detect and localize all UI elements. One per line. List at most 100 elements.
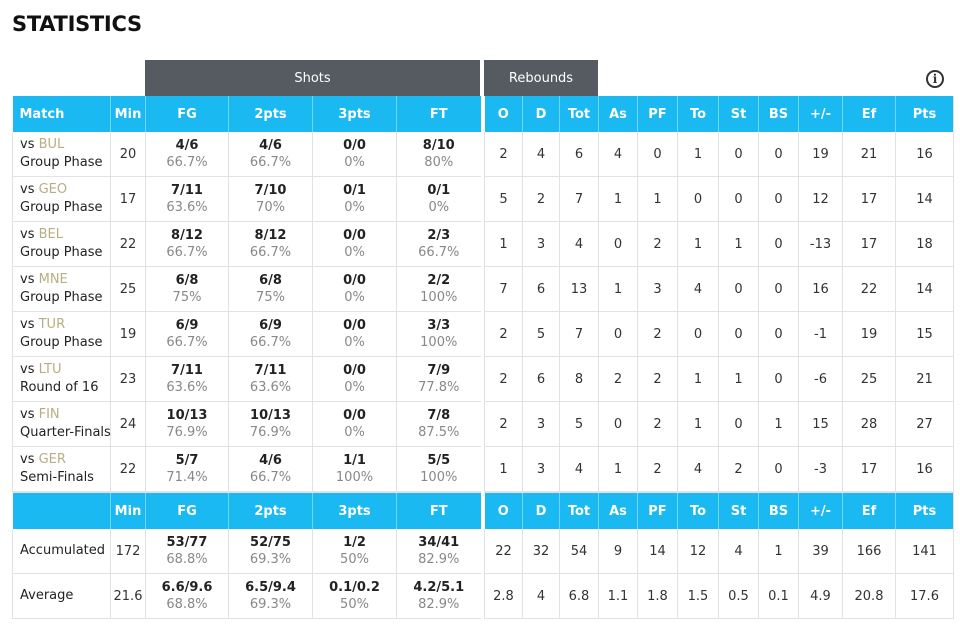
right-col-header: St [718, 492, 759, 529]
two-pts-made: 8/12 [254, 228, 287, 243]
two-pts-pct: 63.6% [249, 380, 292, 395]
opponent-link[interactable]: BUL [38, 137, 65, 152]
rebounds-group-header: Rebounds [484, 60, 598, 96]
stat-cell: 4 [598, 132, 638, 177]
opponent-link[interactable]: FIN [38, 407, 60, 422]
stat-cell: 0 [718, 266, 759, 312]
stat-cell: 4 [559, 446, 599, 493]
ft-made: 34/41 [418, 535, 460, 550]
summary_left-col-header: 2pts [228, 492, 313, 529]
minutes-cell: 20 [110, 132, 146, 177]
two-pts-pct: 75% [256, 290, 285, 305]
table-row: 2 4 6 4 0 1 0 0 19 21 16 [484, 132, 954, 177]
stat-cell: 141 [895, 529, 954, 574]
stat-cell: 1 [598, 446, 638, 493]
stat-cell: 0 [718, 176, 759, 222]
two-pts-cell: 4/6 66.7% [228, 446, 313, 493]
stat-cell: 6 [522, 266, 560, 312]
summary-row: 2.8 4 6.8 1.1 1.8 1.5 0.5 0.1 4.9 20.8 17.6 [484, 573, 954, 619]
ft-made: 8/10 [422, 138, 455, 153]
opponent-link[interactable]: LTU [38, 362, 62, 377]
stat-cell: 17 [842, 221, 896, 267]
left-col-header: Min [110, 96, 146, 132]
opponent-link[interactable]: MNE [38, 272, 68, 287]
opponent-link[interactable]: GEO [38, 182, 68, 197]
three-pts-made: 0/0 [343, 273, 366, 288]
two-pts-cell: 6.5/9.4 69.3% [228, 573, 313, 619]
stat-cell: 7 [559, 311, 599, 357]
stat-cell: 0 [718, 132, 759, 177]
table-row: 2 6 8 2 2 1 1 0 -6 25 21 [484, 356, 954, 402]
right-col-header: O [484, 96, 523, 132]
stat-cell: 22 [484, 529, 523, 574]
stat-cell: 0 [718, 401, 759, 447]
stat-cell: -6 [798, 356, 843, 402]
table-row: 2 5 7 0 2 0 0 0 -1 19 15 [484, 311, 954, 357]
match-cell: vs FIN Quarter-Finals [12, 401, 111, 447]
stat-cell: 9 [598, 529, 638, 574]
vs-label: vs [20, 452, 39, 467]
fg-cell: 5/7 71.4% [145, 446, 229, 493]
ft-made: 5/5 [427, 453, 451, 468]
three-pts-made: 0/0 [343, 408, 366, 423]
two-pts-pct: 66.7% [249, 470, 292, 485]
opponent-link[interactable]: GER [38, 452, 66, 467]
ft-cell: 8/10 80% [396, 132, 481, 177]
stat-cell: 1 [718, 221, 759, 267]
stat-cell: 2 [637, 356, 678, 402]
two-pts-cell: 10/13 76.9% [228, 401, 313, 447]
right-col-header: Tot [559, 492, 599, 529]
info-icon[interactable]: i [926, 70, 944, 88]
phase-label: Group Phase [20, 335, 103, 350]
three-pts-pct: 0% [344, 380, 365, 395]
ft-cell: 5/5 100% [396, 446, 481, 493]
stat-cell: 28 [842, 401, 896, 447]
stat-cell: 6.8 [559, 573, 599, 619]
fg-pct: 63.6% [166, 380, 208, 395]
stat-cell: 8 [559, 356, 599, 402]
fg-cell: 53/77 68.8% [145, 529, 229, 574]
fg-cell: 6.6/9.6 68.8% [145, 573, 229, 619]
ft-cell: 0/1 0% [396, 176, 481, 222]
stat-cell: 14 [637, 529, 678, 574]
phase-label: Semi-Finals [20, 470, 94, 485]
fg-pct: 66.7% [166, 155, 208, 170]
ft-cell: 2/3 66.7% [396, 221, 481, 267]
stat-cell: 4 [522, 132, 560, 177]
stat-cell: 4 [718, 529, 759, 574]
three-pts-pct: 0% [344, 425, 365, 440]
stat-cell: 12 [677, 529, 719, 574]
fg-made: 6/9 [175, 318, 199, 333]
fg-pct: 76.9% [166, 425, 208, 440]
fg-made: 6/8 [175, 273, 199, 288]
opponent-link[interactable]: TUR [38, 317, 66, 332]
match-cell: vs LTU Round of 16 [12, 356, 111, 402]
stat-cell: 2 [637, 311, 678, 357]
three-pts-made: 0.1/0.2 [329, 580, 380, 595]
fg-made: 7/11 [171, 183, 203, 198]
stat-cell: 4.9 [798, 573, 843, 619]
minutes-cell: 22 [110, 446, 146, 493]
stat-cell: 19 [842, 311, 896, 357]
two-pts-cell: 8/12 66.7% [228, 221, 313, 267]
right-col-header: PF [637, 96, 678, 132]
opponent-link[interactable]: BEL [38, 227, 63, 242]
two-pts-pct: 66.7% [249, 155, 292, 170]
stat-cell: 0 [598, 401, 638, 447]
right-col-header: As [598, 492, 638, 529]
ft-pct: 0% [428, 200, 450, 215]
ft-cell: 7/8 87.5% [396, 401, 481, 447]
table-row: vs TUR Group Phase 19 6/9 66.7% 6/9 66.7% 0/0 0%… [12, 311, 481, 357]
stat-cell: 3 [522, 401, 560, 447]
ft-pct: 100% [420, 335, 458, 350]
stat-cell: 2 [484, 401, 523, 447]
fg-made: 4/6 [175, 138, 199, 153]
three-pts-pct: 50% [340, 552, 369, 567]
ft-made: 3/3 [427, 318, 451, 333]
fg-cell: 7/11 63.6% [145, 176, 229, 222]
right-col-header: Ef [842, 96, 896, 132]
stat-cell: 1 [718, 356, 759, 402]
vs-label: vs [20, 407, 39, 422]
stat-cell: 4 [522, 573, 560, 619]
fg-cell: 4/6 66.7% [145, 132, 229, 177]
